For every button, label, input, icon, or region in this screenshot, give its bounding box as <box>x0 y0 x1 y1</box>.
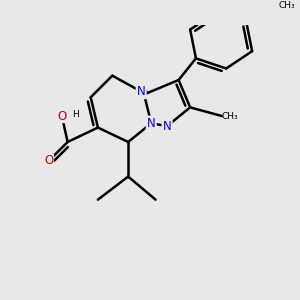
Text: N: N <box>137 85 146 98</box>
Text: CH₃: CH₃ <box>278 1 295 10</box>
Text: H: H <box>72 110 79 119</box>
Text: O: O <box>44 154 53 167</box>
Text: CH₃: CH₃ <box>222 112 238 121</box>
Text: N: N <box>147 117 156 130</box>
Text: O: O <box>57 110 67 122</box>
Text: N: N <box>163 120 172 133</box>
